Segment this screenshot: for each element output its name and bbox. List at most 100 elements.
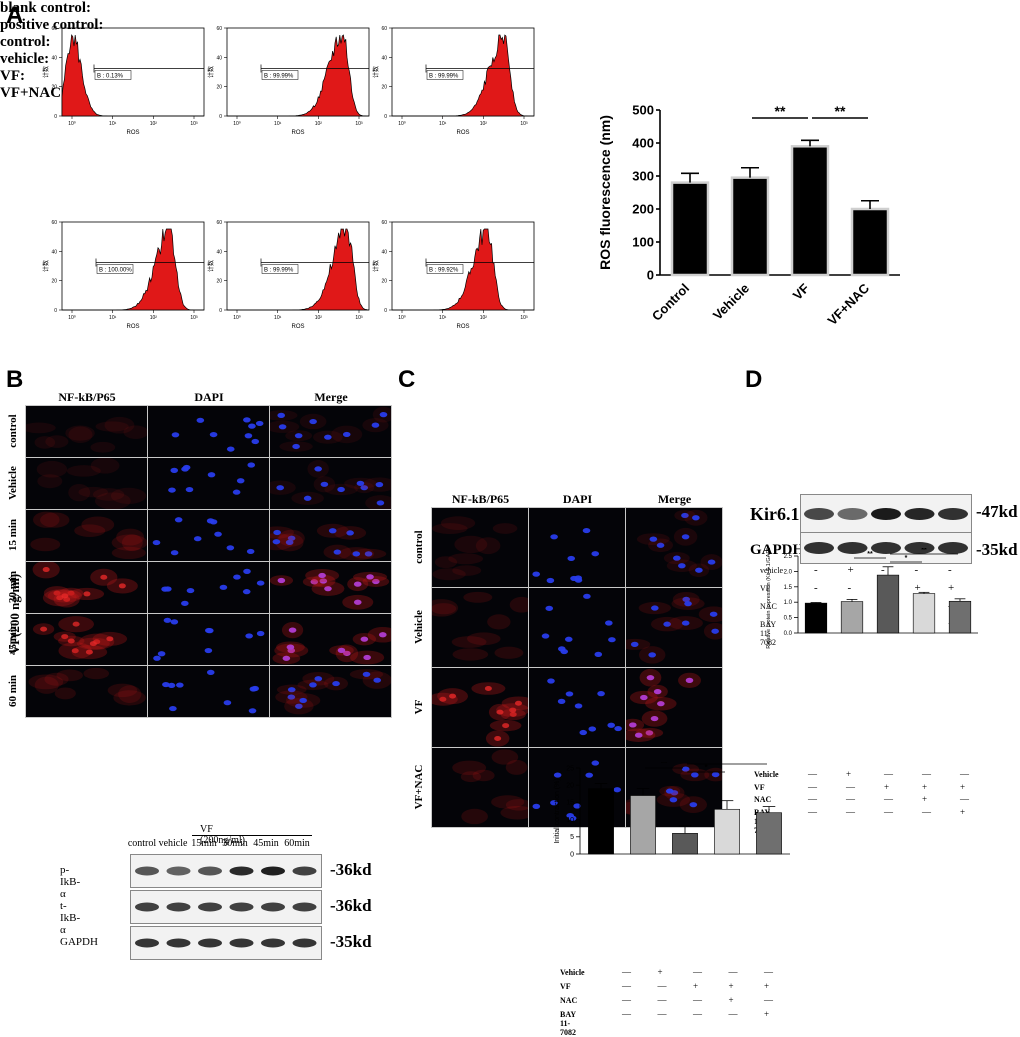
y-axis-label: 计数 [207,260,215,272]
cytoplasm-signal [94,492,131,509]
x-tick-label: 10³ [520,121,528,127]
nucleus [314,676,323,682]
cytoplasm-signal [492,523,518,534]
nucleus [645,730,654,736]
nucleus [379,412,388,418]
nucleus [651,605,659,611]
condition-mark: — [884,794,893,804]
nucleus [565,691,574,697]
nuclear-signal [118,583,126,589]
panel-label-a: A [6,2,24,29]
x-tick-label: 10⁰ [68,315,76,321]
cell-background [26,458,147,509]
significance-marker: * [704,763,708,772]
nucleus [640,694,648,701]
row-label: control [413,530,425,564]
nucleus [318,572,326,579]
condition-mark: — [922,806,931,817]
cytoplasm-signal [270,533,294,551]
micrograph-image [26,458,147,509]
nucleus [541,633,550,639]
nuclear-signal [67,638,75,644]
significance-marker: ** [921,548,927,554]
nucleus [653,689,662,695]
gate-percentage: B : 99.99% [264,73,294,79]
cytoplasm-signal [461,808,488,825]
micrograph-cell [147,665,270,718]
x-tick-label: 10³ [190,315,198,321]
nuclear-signal [61,634,69,640]
y-tick-label: 20 [216,279,222,285]
kir61-expression-bar-chart: 0.0 0.5 1.0 1.5 2.0 2.5 Relative protein expre… [766,548,978,649]
molecular-weight-label: -35kd [330,932,372,951]
nucleus [363,654,371,661]
condition-mark: — [622,967,631,977]
micrograph-cell [431,587,529,668]
cytoplasm-signal [68,426,93,444]
micrograph-image [148,614,269,665]
condition-mark: — [657,1009,667,1019]
micrograph-image [26,406,147,457]
y-tick-label: 25 [566,765,574,772]
gate-label-box [426,70,464,80]
condition-label: Vehicle [754,770,779,779]
nucleus [605,620,613,626]
nucleus [255,420,264,427]
micrograph-cell [528,507,626,588]
band [198,866,222,876]
cytoplasm-signal [33,511,60,528]
nucleus [649,536,658,542]
cytoplasm-signal [451,636,487,648]
nucleus [243,568,251,574]
histogram-distribution [227,228,370,311]
condition-mark: + [847,564,854,576]
micrograph-cell [25,405,148,458]
band [871,508,901,520]
nucleus [681,512,689,519]
nucleus [206,669,215,675]
condition-mark: — [657,981,667,991]
histogram-plot: 0 20 40 60 计数 10⁰ 10¹ 10² 10³ ROS B : 99.99% [207,220,370,330]
gate-label-box [96,264,134,274]
condition-mark: — [808,769,817,779]
condition-mark: — [960,769,969,779]
nuclear-signal [502,723,510,729]
condition-label: BAY 11-7082 [760,620,776,647]
nucleus [711,628,719,634]
micrograph-image [432,668,528,747]
nuclear-signal [439,696,447,702]
nucleus [285,539,294,545]
cytoplasm-signal [475,537,501,555]
band [904,542,935,554]
condition-mark: — [960,794,969,804]
micrograph-image [148,666,269,717]
cytoplasm-signal [26,422,56,434]
nucleus [356,480,365,486]
micrograph-cell [25,561,148,614]
cytoplasm-signal [74,524,106,538]
blot-bands [135,938,317,948]
row-label: VF+NAC [413,764,425,810]
histogram-plot: 0 20 40 60 计数 10⁰ 10¹ 10² 10³ ROS B : 99.92% [372,220,535,330]
cell-background [626,668,722,747]
y-tick-label: 100 [632,234,654,249]
band [135,902,159,912]
nucleus [246,548,255,555]
cytoplasm-signal [37,474,63,489]
band [292,902,317,912]
nucleus [566,812,574,819]
condition-mark: + [922,794,928,804]
nucleus [171,432,180,438]
histogram-distribution [61,34,204,117]
nucleus [532,571,541,577]
micrograph-image [270,510,391,561]
significance-marker: ** [835,103,846,119]
column-header: Merge [314,390,348,404]
x-tick-label: 10² [150,315,158,321]
nucleus [294,433,303,439]
significance-marker: * [725,762,729,764]
nucleus [319,578,328,584]
nuclear-signal [40,626,48,632]
nucleus [214,531,222,537]
nucleus [564,636,573,642]
